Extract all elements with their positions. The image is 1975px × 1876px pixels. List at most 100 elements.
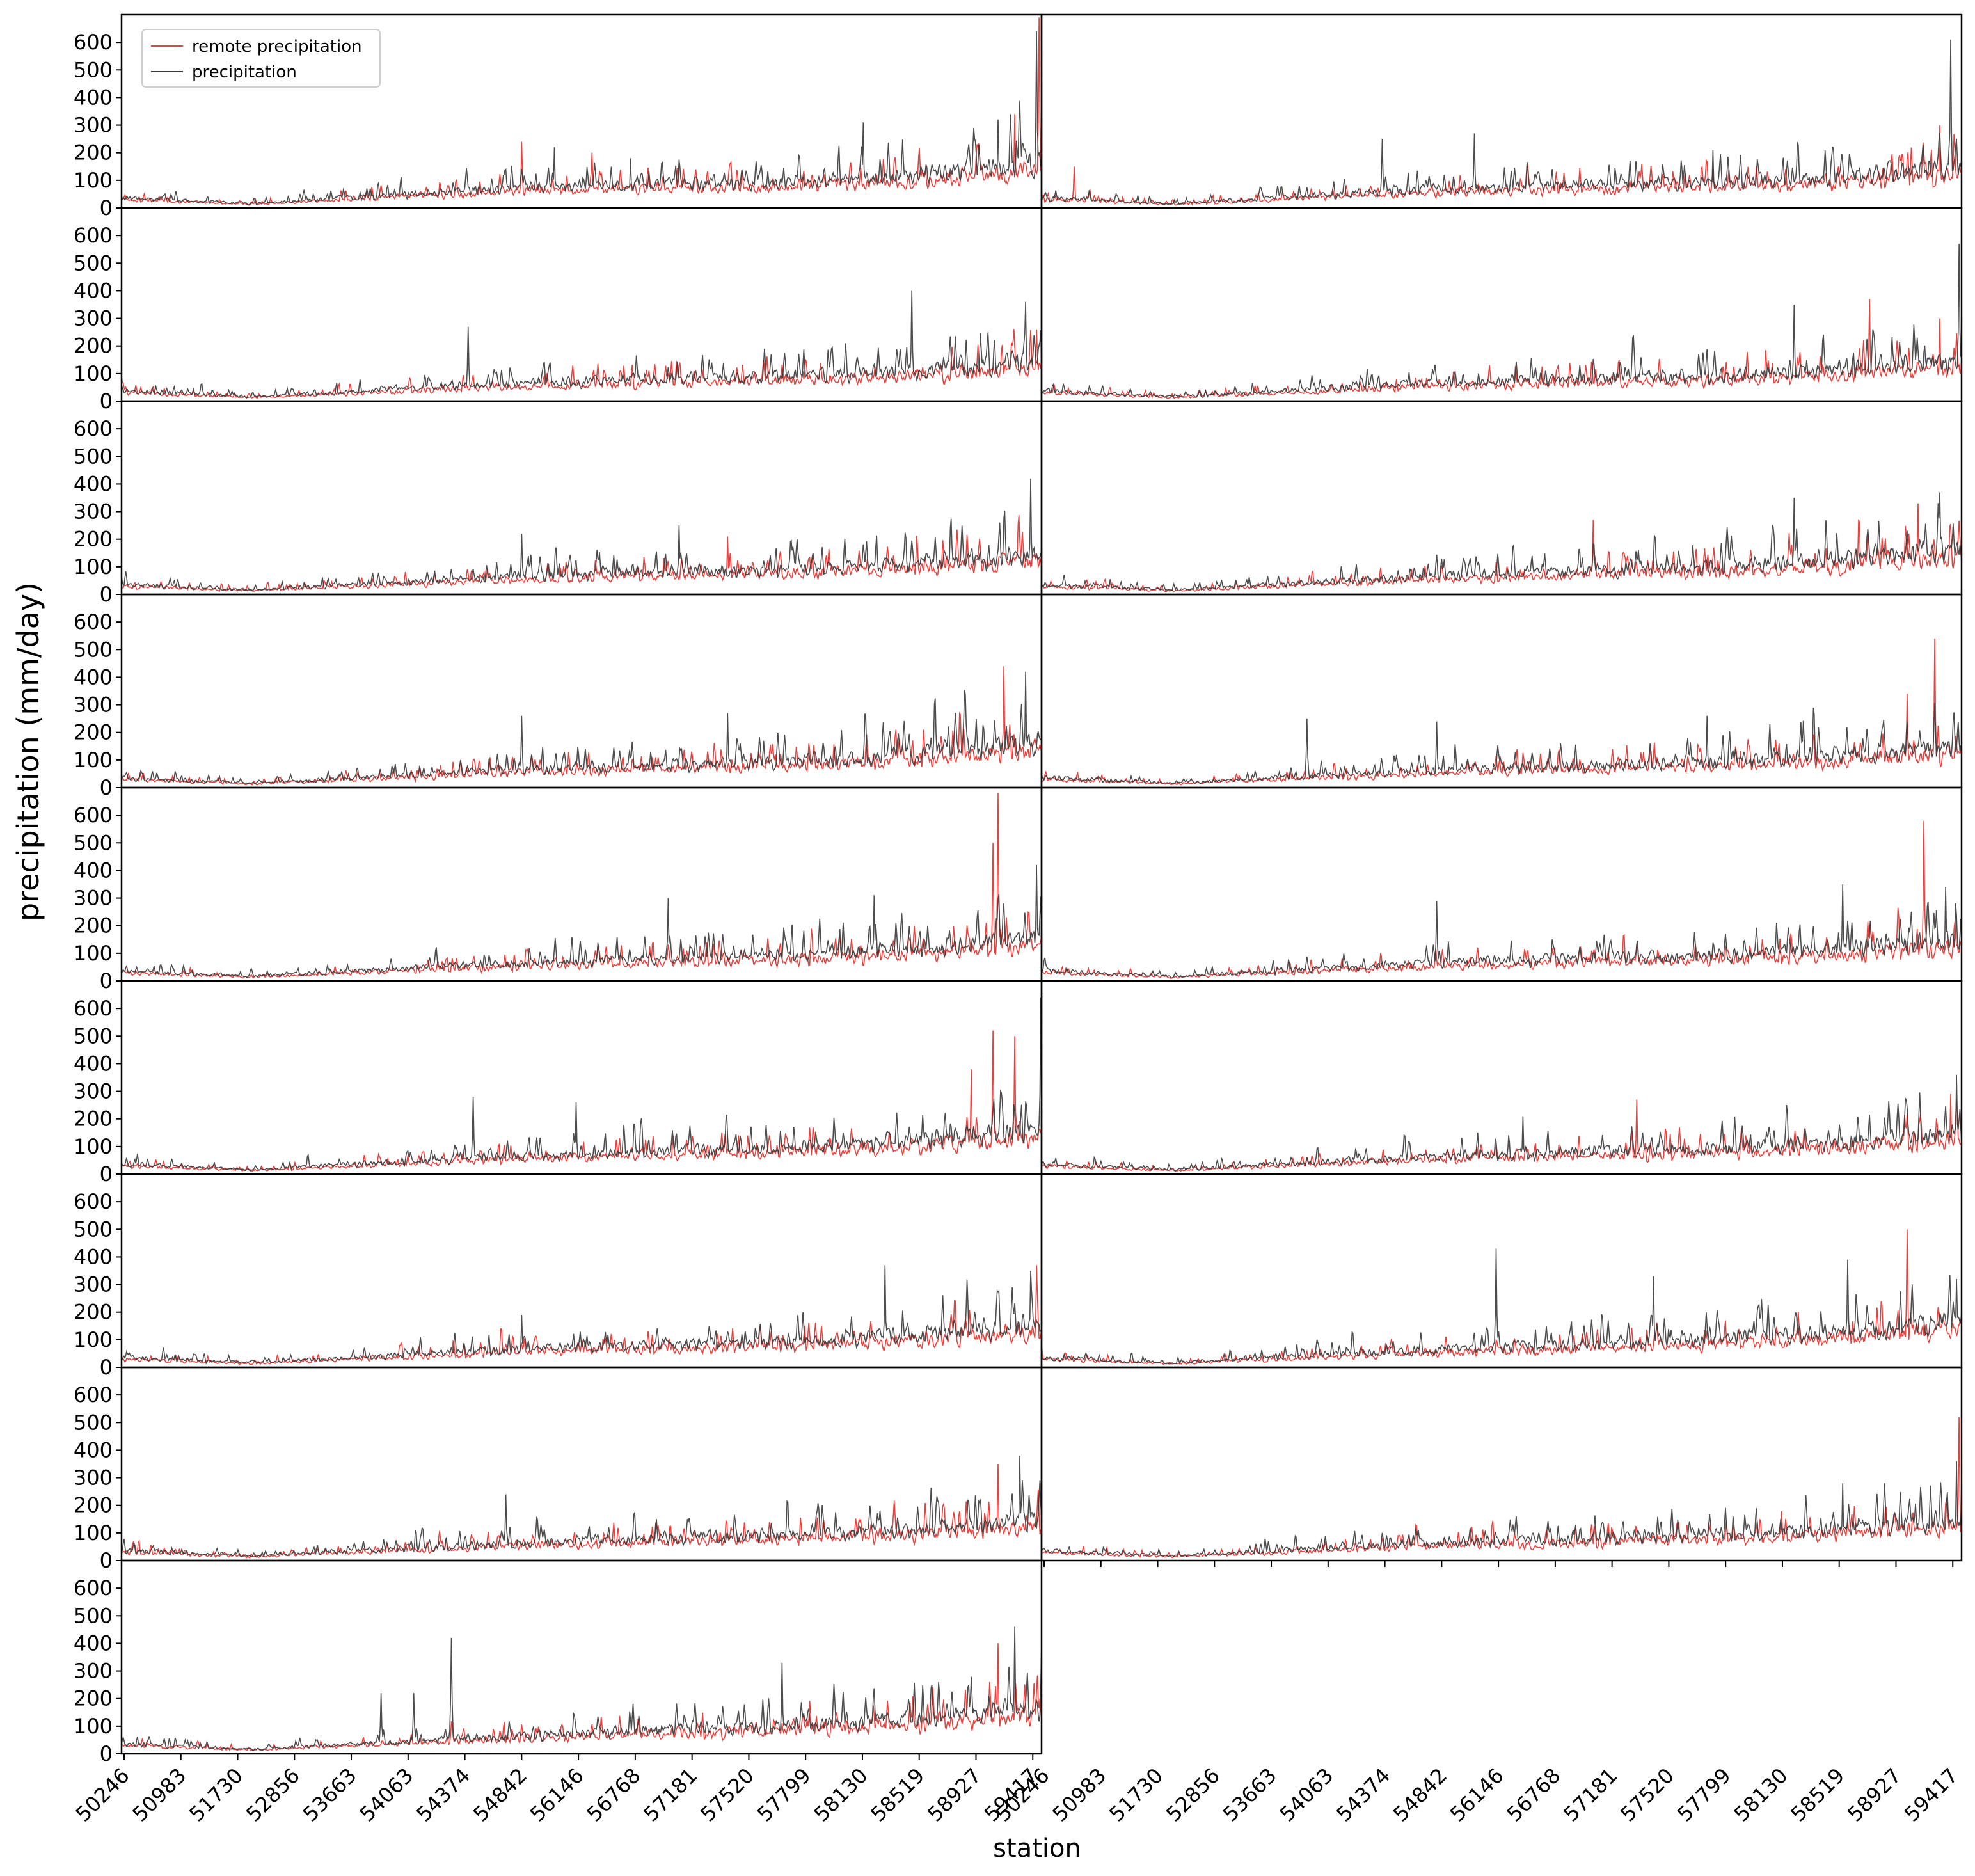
y-tick-label: 300 bbox=[74, 1273, 113, 1297]
panel-6-1 bbox=[1040, 1173, 1963, 1369]
series-precipitation-line bbox=[121, 671, 1042, 784]
series-remote-precipitation-line bbox=[122, 17, 1042, 206]
y-tick-label: 500 bbox=[74, 444, 113, 468]
x-tick-label: 53663 bbox=[298, 1763, 361, 1827]
y-axis-label: precipitation (mm/day) bbox=[11, 582, 45, 921]
y-tick-label: 600 bbox=[74, 996, 113, 1021]
x-tick-label: 50983 bbox=[128, 1763, 191, 1827]
y-tick-label: 100 bbox=[74, 1521, 113, 1545]
y-tick-label: 300 bbox=[74, 306, 113, 331]
series-precipitation-line bbox=[1041, 39, 1962, 205]
y-tick-label: 400 bbox=[74, 1244, 113, 1269]
y-tick-label: 0 bbox=[100, 1548, 113, 1573]
y-tick-label: 0 bbox=[100, 582, 113, 607]
x-tick-label: 58927 bbox=[923, 1763, 986, 1827]
series-remote-precipitation-line bbox=[121, 793, 1042, 979]
y-tick-label: 0 bbox=[100, 1742, 113, 1766]
series-remote-precipitation-line bbox=[1041, 820, 1962, 979]
panel-6-0: 0 100 200 300 400 500 600 bbox=[74, 1173, 1043, 1379]
panel-0-1 bbox=[1040, 13, 1963, 209]
y-tick-label: 500 bbox=[74, 831, 113, 855]
panel-frame bbox=[1040, 980, 1963, 1175]
y-tick-label: 400 bbox=[74, 858, 113, 882]
y-tick-label: 0 bbox=[100, 775, 113, 800]
y-tick-label: 500 bbox=[74, 1603, 113, 1628]
y-tick-label: 400 bbox=[74, 665, 113, 689]
panel-3-0: 0 100 200 300 400 500 600 bbox=[74, 593, 1043, 800]
y-tick-label: 300 bbox=[74, 113, 113, 138]
panel-7-0: 0 100 200 300 400 500 600 bbox=[74, 1366, 1043, 1573]
series-remote-precipitation-line bbox=[121, 666, 1042, 786]
y-tick-label: 300 bbox=[74, 1466, 113, 1490]
x-tick-label: 54063 bbox=[1275, 1763, 1338, 1827]
series-remote-precipitation-line bbox=[1041, 1417, 1962, 1559]
y-tick-label: 400 bbox=[74, 85, 113, 109]
x-tick-label: 56146 bbox=[525, 1763, 589, 1827]
y-tick-label: 200 bbox=[74, 334, 113, 358]
series-precipitation-line bbox=[121, 864, 1042, 978]
y-tick-label: 400 bbox=[74, 1438, 113, 1462]
x-tick-label: 58130 bbox=[1729, 1763, 1793, 1827]
y-tick-label: 100 bbox=[74, 1134, 113, 1159]
y-tick-label: 200 bbox=[74, 1493, 113, 1518]
y-tick-label: 400 bbox=[74, 472, 113, 496]
series-precipitation-line bbox=[1041, 492, 1962, 592]
series-precipitation-line bbox=[1041, 1074, 1962, 1172]
series-remote-precipitation-line bbox=[121, 1463, 1042, 1559]
panel-3-1 bbox=[1040, 593, 1963, 789]
series-precipitation-line bbox=[1041, 244, 1962, 399]
panel-1-1 bbox=[1040, 207, 1963, 402]
y-tick-label: 500 bbox=[74, 1024, 113, 1048]
y-tick-label: 400 bbox=[74, 278, 113, 303]
series-precipitation-line bbox=[121, 290, 1042, 399]
panel-frame bbox=[120, 1173, 1043, 1369]
legend: remote precipitation precipitation bbox=[141, 29, 381, 88]
x-tick-label: 54374 bbox=[1331, 1763, 1395, 1827]
panel-4-1 bbox=[1040, 786, 1963, 982]
x-tick-label: 54842 bbox=[1388, 1763, 1452, 1827]
series-remote-precipitation-line bbox=[1041, 503, 1962, 592]
panel-frame bbox=[120, 1559, 1043, 1755]
x-tick-label: 59417 bbox=[1900, 1763, 1963, 1827]
y-tick-label: 500 bbox=[74, 1217, 113, 1241]
series-precipitation-line bbox=[121, 478, 1042, 592]
x-tick-label: 58927 bbox=[1843, 1763, 1906, 1827]
series-remote-precipitation-line bbox=[1041, 1229, 1962, 1365]
x-tick-label: 58519 bbox=[1786, 1763, 1850, 1827]
y-tick-label: 600 bbox=[74, 1189, 113, 1214]
y-tick-label: 0 bbox=[100, 969, 113, 993]
panel-2-0: 0 100 200 300 400 500 600 bbox=[74, 400, 1043, 607]
x-tick-label: 56768 bbox=[582, 1763, 646, 1827]
legend-entry-label: precipitation bbox=[192, 63, 297, 82]
y-tick-label: 0 bbox=[100, 389, 113, 413]
y-tick-label: 600 bbox=[74, 30, 113, 54]
y-tick-label: 200 bbox=[74, 141, 113, 165]
y-tick-label: 0 bbox=[100, 196, 113, 220]
series-remote-precipitation-line bbox=[121, 1265, 1042, 1365]
y-tick-label: 100 bbox=[74, 362, 113, 386]
panel-5-1 bbox=[1040, 980, 1963, 1175]
x-tick-label: 57181 bbox=[1559, 1763, 1622, 1827]
x-tick-label: 57799 bbox=[752, 1763, 816, 1827]
panel-0-0: 0 100 200 300 400 500 600 bbox=[74, 13, 1043, 220]
y-tick-label: 600 bbox=[74, 417, 113, 441]
y-tick-label: 500 bbox=[74, 637, 113, 662]
x-tick-label: 57520 bbox=[695, 1763, 759, 1827]
x-tick-label: 50246 bbox=[71, 1763, 134, 1827]
series-precipitation-line bbox=[121, 1265, 1042, 1365]
series-remote-precipitation-line bbox=[121, 515, 1042, 592]
series-precipitation-line bbox=[1041, 1461, 1962, 1557]
y-tick-label: 200 bbox=[74, 720, 113, 745]
panel-7-1 bbox=[1040, 1366, 1963, 1562]
series-precipitation-line bbox=[1041, 884, 1962, 979]
panel-5-0: 0 100 200 300 400 500 600 bbox=[74, 980, 1043, 1186]
y-tick-label: 300 bbox=[74, 1079, 113, 1104]
panel-frame bbox=[1040, 1366, 1963, 1562]
y-tick-label: 0 bbox=[100, 1355, 113, 1379]
y-tick-label: 500 bbox=[74, 1410, 113, 1435]
series-precipitation-line bbox=[1041, 1248, 1962, 1365]
panel-frame bbox=[1040, 1173, 1963, 1369]
x-tick-label: 53663 bbox=[1218, 1763, 1281, 1827]
y-tick-label: 100 bbox=[74, 555, 113, 579]
y-tick-label: 200 bbox=[74, 1107, 113, 1131]
